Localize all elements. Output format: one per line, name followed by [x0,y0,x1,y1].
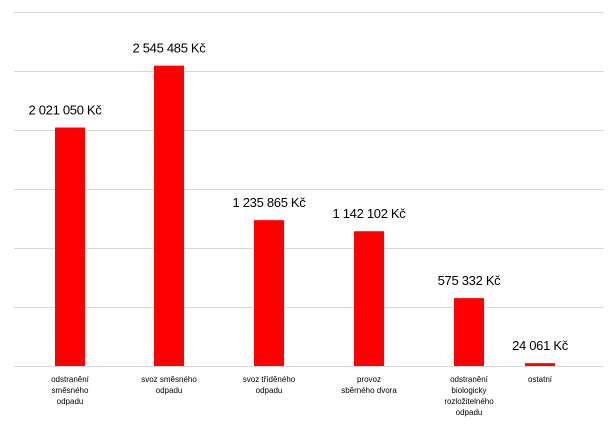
bar [525,363,555,366]
bar [354,231,384,366]
category-label: svoz směsného odpadu [141,375,197,395]
data-label: 24 061 Kč [512,338,569,353]
category-label-line: odpadu [256,386,283,395]
bar [454,298,484,366]
category-label-line: svoz tříděného [243,375,296,384]
category-label-line: odpadu [57,397,84,406]
category-label: provoz sběrného dvora [341,375,397,395]
category-label: odstranění směsného odpadu [51,375,90,406]
category-label: ostatní [528,375,553,384]
category-label-line: odpadu [156,386,183,395]
category-label-line: sběrného dvora [341,386,397,395]
category-label-line: ostatní [528,375,553,384]
category-label-line: odpadu [456,408,483,417]
bar [55,127,85,366]
data-label: 1 142 102 Kč [332,206,406,221]
data-label: 2 545 485 Kč [132,41,206,56]
category-labels: odstranění směsného odpadu svoz směsného odp… [51,375,553,417]
category-label-line: rozložitelného [444,397,494,406]
data-label: 575 332 Kč [438,273,502,288]
category-label-line: odstranění [450,375,489,384]
bar [254,220,284,366]
category-label: odstranění biologicky rozložitelného odpadu [444,375,494,417]
category-label-line: provoz [357,375,381,384]
category-label-line: směsného [52,386,89,395]
category-label: svoz tříděného odpadu [243,375,296,395]
category-label-line: svoz směsného [141,375,197,384]
data-label: 2 021 050 Kč [28,103,102,118]
bar [154,65,184,367]
data-labels: 2 021 050 Kč 2 545 485 Kč 1 235 865 Kč 1 14… [28,41,569,354]
data-label: 1 235 865 Kč [232,195,306,210]
bars [55,65,555,367]
category-label-line: biologicky [451,386,486,395]
gridlines [14,12,604,367]
category-label-line: odstranění [51,375,90,384]
